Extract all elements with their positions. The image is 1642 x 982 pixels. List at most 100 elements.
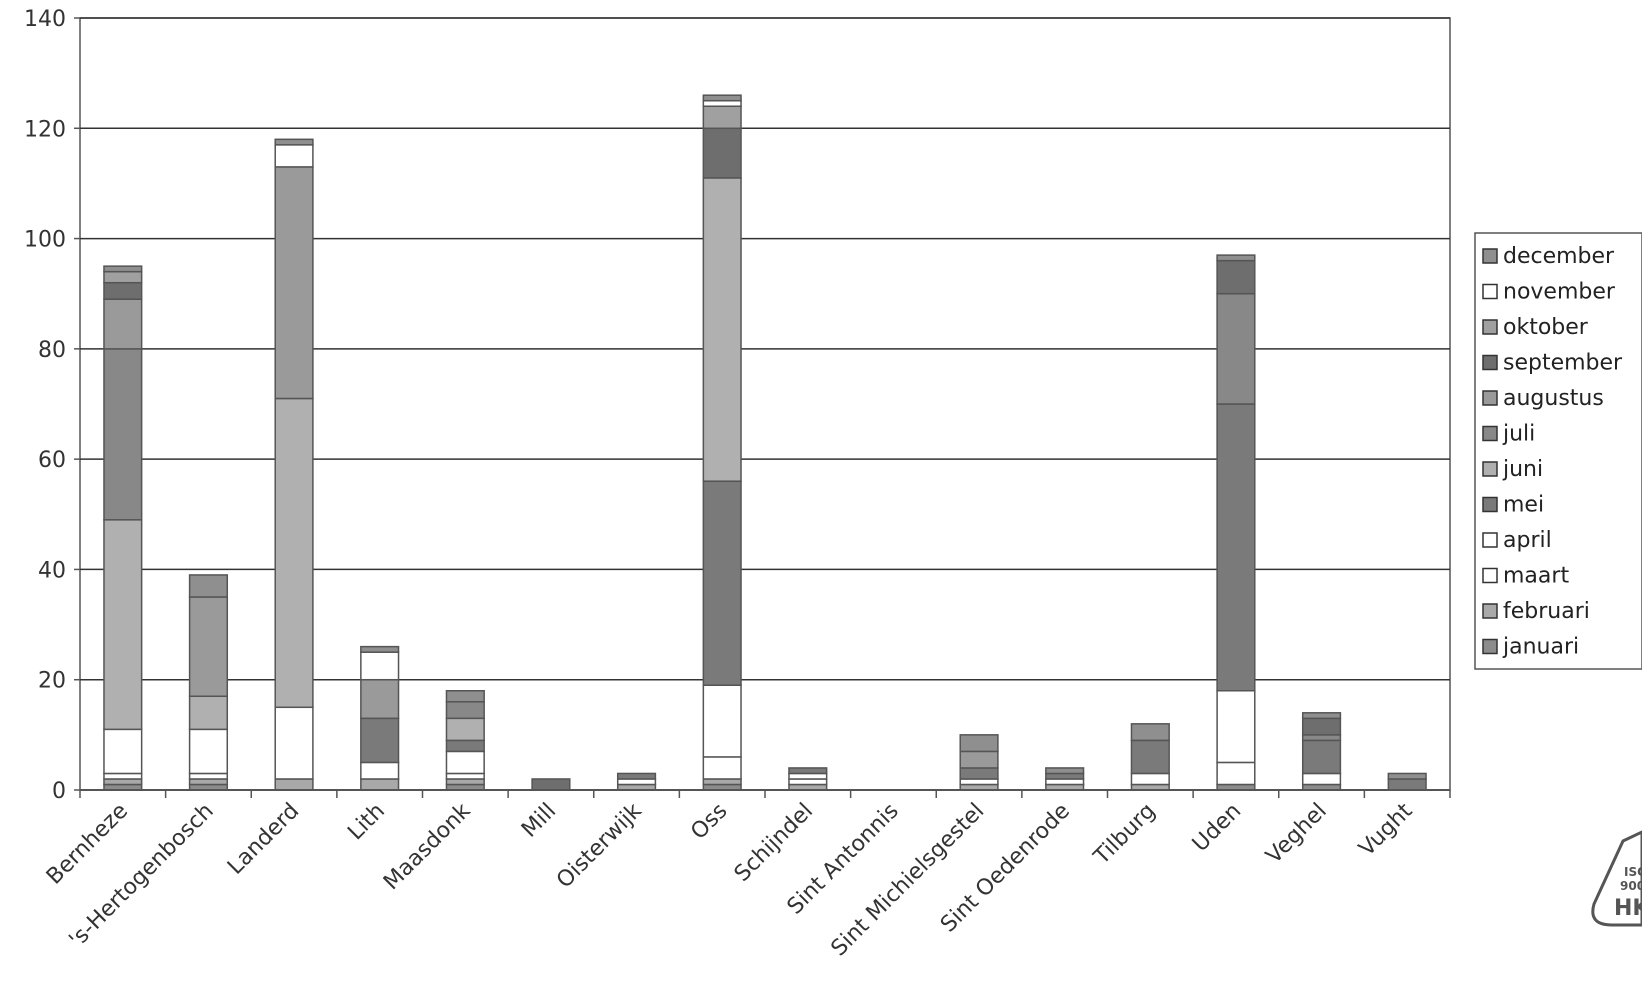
legend-swatch — [1482, 567, 1498, 584]
iso-certification-logo: ISO 9001 HKL — [1591, 830, 1642, 927]
bar-segment-december — [1216, 254, 1256, 262]
bar-segment-september — [1301, 717, 1342, 736]
bar-segment-december — [1130, 723, 1170, 742]
legend-label: september — [1503, 351, 1623, 376]
bar-segment-maart — [1130, 772, 1170, 786]
legend-label: december — [1503, 244, 1615, 269]
legend-swatch — [1482, 283, 1498, 300]
bar-segment-april — [445, 750, 485, 775]
bar-segment-juni — [702, 177, 742, 482]
legend-label: januari — [1502, 635, 1579, 660]
bar-segment-december — [274, 138, 314, 146]
logo-mark: HKL — [1614, 896, 1642, 921]
bar-segment-juli — [103, 348, 143, 521]
bar-segment-december — [188, 574, 229, 598]
bar-segment-april — [1216, 689, 1256, 764]
bar-segment-maart — [360, 761, 400, 780]
legend-label: mei — [1503, 493, 1544, 518]
bar-segment-december — [1301, 712, 1342, 720]
legend-swatch — [1482, 425, 1498, 442]
bar-segment-augustus — [188, 596, 229, 698]
legend-label: april — [1503, 528, 1552, 553]
bar-segment-april — [103, 728, 143, 775]
y-tick-label: 0 — [52, 779, 66, 804]
bar-segment-februari — [103, 778, 143, 786]
bar-segment-juli — [1216, 292, 1256, 405]
legend-swatch — [1482, 319, 1498, 335]
bar-segment-november — [702, 99, 742, 107]
y-axis: 0 20 40 60 80 100 120 140 — [24, 7, 80, 804]
legend-label: juni — [1502, 457, 1543, 482]
bar-segment-maart — [188, 772, 229, 780]
bar-segment-mei — [959, 767, 999, 780]
bar-segment-juni — [188, 695, 229, 731]
bar-segment-mei — [616, 772, 657, 780]
bar-segment-maart — [1045, 778, 1085, 786]
y-tick-label: 140 — [24, 7, 66, 32]
x-tick-label: Oss — [686, 799, 732, 845]
legend-swatch — [1482, 354, 1498, 371]
legend-label: maart — [1503, 564, 1569, 589]
x-tick-label: Veghel — [1261, 799, 1331, 869]
legend-swatch — [1482, 390, 1498, 406]
x-tick-label: Tilburg — [1089, 799, 1161, 871]
y-tick-label: 20 — [38, 669, 66, 694]
bar-segment-september — [1216, 259, 1256, 295]
bar-segment-december — [702, 94, 742, 102]
bar-segment-februari — [445, 778, 485, 786]
legend-swatch — [1482, 461, 1498, 477]
bar-segment-april — [188, 728, 229, 775]
x-tick-label: Lith — [343, 799, 390, 846]
bar-segment-juli — [445, 701, 485, 720]
bar-segment-oktober — [702, 105, 742, 130]
legend-label: november — [1503, 280, 1616, 305]
legend-box — [1474, 232, 1642, 670]
bar-segment-september — [531, 778, 571, 791]
bar-segment-maart — [702, 756, 742, 780]
bar-segment-juni — [103, 519, 143, 731]
bar-segment-maart — [616, 778, 657, 786]
legend-label: oktober — [1503, 315, 1589, 340]
x-tick-label: Vught — [1354, 798, 1417, 861]
bar-segment-augustus — [274, 166, 314, 400]
bar-segment-december — [1387, 772, 1427, 780]
legend-label: augustus — [1503, 386, 1604, 411]
bar-segment-juli — [1301, 734, 1342, 742]
y-tick-label: 40 — [38, 558, 66, 583]
bar-segment-april — [788, 772, 828, 780]
logo-line2: 9001 — [1620, 879, 1642, 893]
bar-segment-mei — [360, 717, 400, 764]
x-tick-label: Schijndel — [730, 799, 818, 887]
x-tick-label: 's-Hertogenbosch — [65, 799, 219, 953]
legend-label: februari — [1503, 599, 1590, 624]
bar-segment-april — [702, 684, 742, 758]
bar-segment-maart — [1216, 761, 1256, 786]
bar-segment-februari — [274, 778, 314, 791]
bar-segment-februari — [702, 778, 742, 786]
x-tick-label: Oisterwijk — [552, 798, 647, 893]
bar-segment-mei — [1301, 739, 1342, 775]
legend-swatch — [1482, 248, 1498, 264]
bar-segment-mei — [1045, 772, 1085, 780]
legend-label: juli — [1502, 422, 1535, 447]
bars — [103, 94, 1427, 791]
x-tick-label: Landerd — [223, 799, 304, 880]
bar-segment-februari — [188, 778, 229, 786]
bar-segment-maart — [959, 778, 999, 786]
bar-segment-februari — [360, 778, 400, 791]
x-tick-label: Sint Michielsgestel — [827, 799, 990, 962]
y-tick-label: 80 — [38, 338, 66, 363]
bar-segment-juni — [445, 717, 485, 742]
x-tick-label: Uden — [1188, 799, 1246, 857]
y-tick-label: 60 — [38, 448, 66, 473]
y-tick-label: 100 — [24, 228, 66, 253]
bar-segment-maart — [788, 778, 828, 786]
bar-segment-mei — [1387, 778, 1427, 791]
bar-segment-mei — [1130, 739, 1170, 775]
bar-segment-augustus — [360, 678, 400, 720]
legend-swatch — [1482, 638, 1498, 655]
bar-segment-september — [702, 127, 742, 179]
bar-segment-november — [360, 651, 400, 681]
y-tick-label: 120 — [24, 117, 66, 142]
bar-segment-december — [1045, 767, 1085, 775]
